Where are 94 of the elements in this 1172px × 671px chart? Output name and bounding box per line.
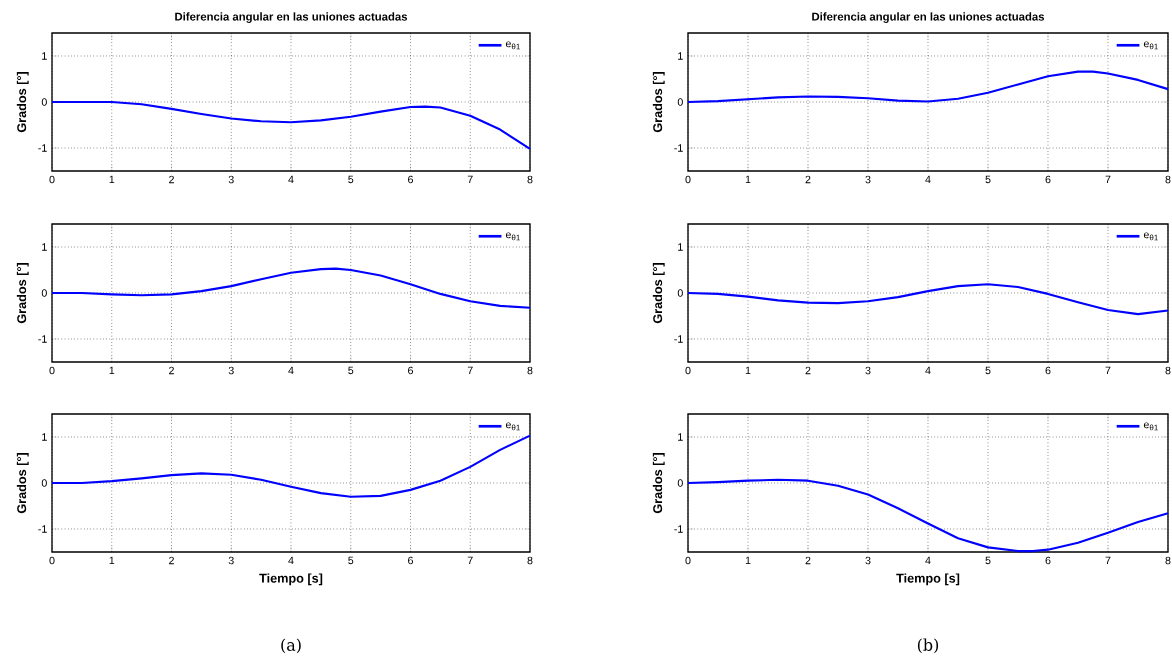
- y-tick-label: 1: [42, 243, 47, 251]
- x-tick-label: 6: [1045, 366, 1051, 375]
- x-tick-label: 1: [109, 366, 115, 375]
- x-tick-label: 0: [49, 366, 55, 375]
- x-tick-label: 4: [925, 556, 931, 565]
- y-axis-title: Grados [°]: [652, 72, 665, 133]
- x-tick-label: 4: [288, 366, 294, 375]
- x-tick-label: 4: [925, 366, 931, 375]
- x-tick-label: 2: [169, 556, 174, 565]
- y-tick-label: -1: [674, 525, 683, 533]
- chart-title: Diferencia angular en las uniones actuadas: [812, 12, 1045, 23]
- x-tick-label: 5: [348, 556, 354, 565]
- x-tick-label: 1: [745, 175, 751, 184]
- legend-label: e$_{θ1}$: [505, 232, 520, 241]
- x-tick-label: 7: [1105, 556, 1111, 565]
- x-tick-label: 1: [109, 556, 115, 565]
- x-tick-label: 0: [685, 175, 691, 184]
- x-tick-label: 4: [288, 175, 294, 184]
- x-tick-label: 2: [805, 175, 811, 184]
- text: (a): [281, 638, 301, 654]
- x-tick-label: 7: [467, 175, 473, 184]
- line-series: [50, 434, 532, 498]
- x-tick-label: 8: [1165, 366, 1171, 375]
- text: (b): [917, 638, 939, 654]
- x-tick-label: 5: [985, 556, 991, 565]
- x-tick-label: 1: [745, 556, 751, 565]
- y-axis-title: Grados [°]: [16, 263, 29, 324]
- x-axis-title: Tiempo [s]: [896, 573, 960, 586]
- y-axis-title: Grados [°]: [652, 453, 665, 514]
- x-tick-label: 8: [527, 175, 533, 184]
- x-tick-label: 5: [348, 366, 354, 375]
- x-tick-label: 8: [1165, 556, 1171, 565]
- y-tick-label: 1: [42, 52, 47, 60]
- y-axis-title: Grados [°]: [652, 263, 665, 324]
- y-tick-label: 1: [42, 433, 47, 441]
- x-tick-label: 2: [169, 366, 174, 375]
- x-tick-label: 0: [685, 556, 691, 565]
- x-tick-label: 5: [348, 175, 354, 184]
- x-tick-label: 0: [49, 175, 55, 184]
- x-tick-label: 2: [805, 556, 811, 565]
- legend-label: e$_{θ1}$: [505, 422, 520, 431]
- line-series: [686, 478, 1170, 553]
- y-tick-label: 0: [677, 479, 683, 487]
- x-tick-label: 4: [288, 556, 294, 565]
- y-tick-label: -1: [38, 335, 47, 343]
- x-tick-label: 0: [685, 366, 691, 375]
- x-tick-label: 8: [527, 366, 533, 375]
- y-axis-title: Grados [°]: [16, 72, 29, 133]
- legend-label: e$_{θ1}$: [505, 41, 520, 50]
- x-tick-label: 2: [805, 366, 811, 375]
- x-tick-label: 6: [1045, 175, 1051, 184]
- x-tick-label: 6: [408, 366, 413, 375]
- y-tick-label: 1: [678, 243, 683, 251]
- y-tick-label: -1: [38, 525, 47, 533]
- x-axis-title: Tiempo [s]: [259, 573, 323, 586]
- line-series: [50, 267, 532, 309]
- chart-title: Diferencia angular en las uniones actuadas: [175, 12, 408, 23]
- x-tick-label: 3: [865, 366, 871, 375]
- x-tick-label: 0: [49, 556, 55, 565]
- legend-label: e$_{θ1}$: [1143, 41, 1158, 50]
- y-tick-label: -1: [38, 144, 47, 152]
- y-axis-title: Grados [°]: [16, 453, 29, 514]
- x-tick-label: 1: [745, 366, 751, 375]
- x-tick-label: 3: [865, 175, 871, 184]
- x-tick-label: 6: [408, 175, 413, 184]
- x-tick-label: 5: [985, 366, 991, 375]
- x-tick-label: 8: [1165, 175, 1171, 184]
- y-tick-label: 0: [677, 289, 683, 297]
- x-tick-label: 5: [985, 175, 991, 184]
- y-tick-label: 1: [678, 433, 683, 441]
- line-series: [686, 283, 1170, 316]
- x-tick-label: 6: [408, 556, 413, 565]
- x-tick-label: 7: [1105, 366, 1111, 375]
- x-tick-label: 3: [228, 556, 234, 565]
- x-tick-label: 3: [228, 366, 234, 375]
- x-tick-label: 1: [109, 175, 115, 184]
- y-tick-label: 0: [41, 289, 47, 297]
- y-tick-label: 0: [677, 98, 683, 106]
- x-tick-label: 7: [467, 556, 473, 565]
- y-tick-label: 0: [41, 98, 47, 106]
- x-tick-label: 3: [865, 556, 871, 565]
- x-tick-label: 7: [467, 366, 473, 375]
- legend-label: e$_{θ1}$: [1143, 232, 1158, 241]
- y-tick-label: -1: [674, 335, 683, 343]
- x-tick-label: 7: [1105, 175, 1111, 184]
- x-tick-label: 3: [228, 175, 234, 184]
- x-tick-label: 8: [527, 556, 533, 565]
- y-tick-label: 1: [678, 52, 683, 60]
- x-tick-label: 4: [925, 175, 931, 184]
- y-tick-label: -1: [674, 144, 683, 152]
- x-tick-label: 2: [169, 175, 174, 184]
- y-tick-label: 0: [41, 479, 47, 487]
- legend-label: e$_{θ1}$: [1143, 422, 1158, 431]
- x-tick-label: 6: [1045, 556, 1051, 565]
